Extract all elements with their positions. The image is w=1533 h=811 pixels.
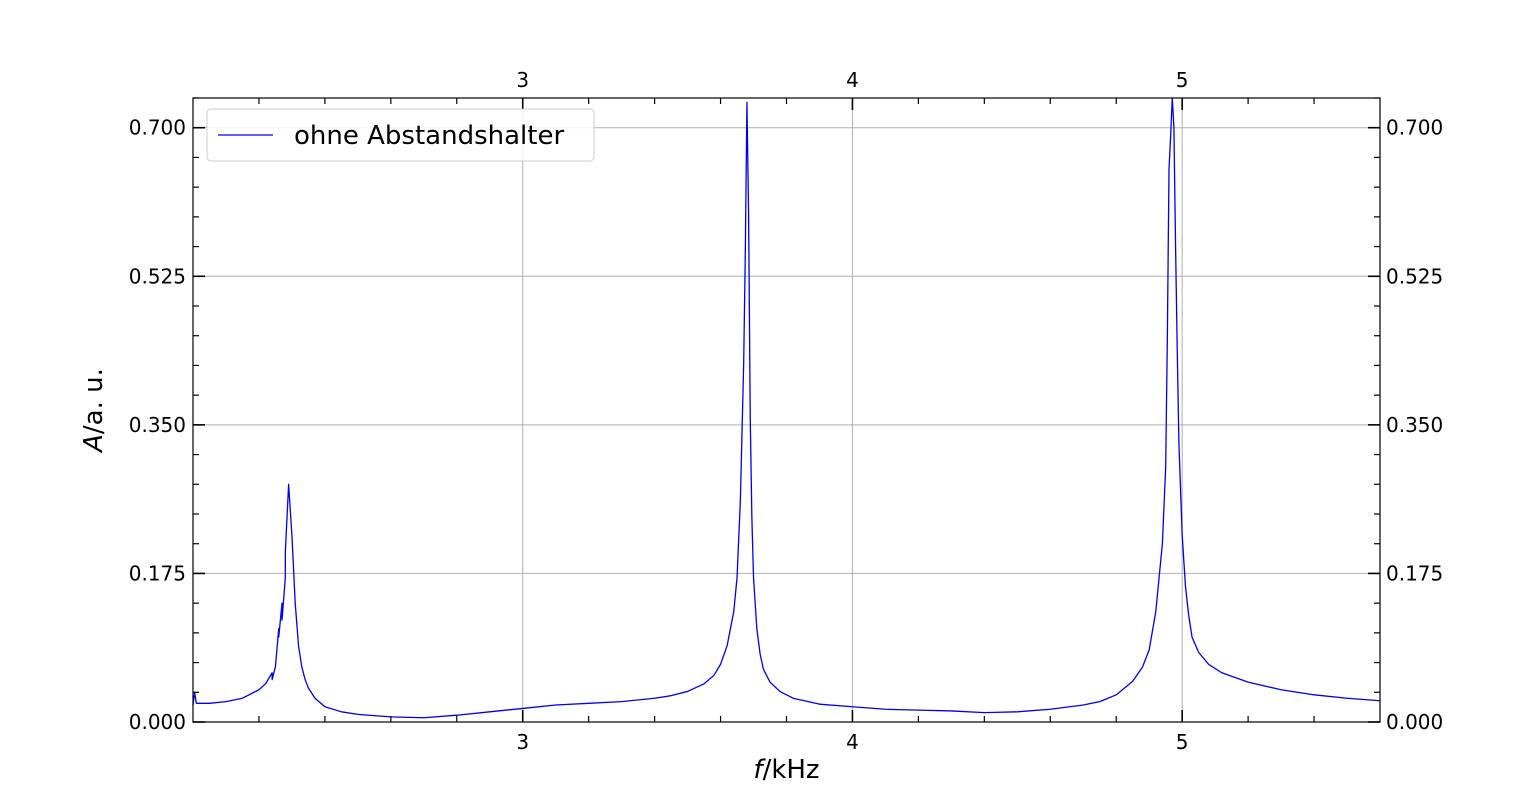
- x-tick-label-bottom: 5: [1176, 730, 1189, 754]
- x-axis-label: f/kHz: [753, 755, 819, 785]
- legend-entry-label: ohne Abstandshalter: [294, 121, 564, 151]
- y-tick-label-left: 0.700: [129, 116, 186, 140]
- y-tick-label-left: 0.175: [129, 561, 186, 585]
- y-tick-label-right: 0.700: [1386, 116, 1443, 140]
- y-tick-label-right: 0.525: [1386, 264, 1443, 288]
- y-axis-label: A/a. u.: [79, 368, 109, 454]
- x-tick-label-top: 5: [1176, 68, 1189, 92]
- x-tick-label-bottom: 4: [846, 730, 859, 754]
- x-axis-label-unit: /kHz: [763, 755, 820, 785]
- ticks: [193, 97, 1380, 723]
- tick-labels: 3 3 4 4 5 5 0.000 0.000 0.175 0.175 0.350 0.350 0.52…: [129, 68, 1444, 754]
- x-tick-label-bottom: 3: [516, 730, 529, 754]
- legend: ohne Abstandshalter: [206, 108, 595, 162]
- y-axis-label-symbol: A: [79, 434, 109, 454]
- grid: [193, 98, 1380, 722]
- y-tick-label-left: 0.350: [129, 413, 186, 437]
- y-tick-label-right: 0.000: [1386, 710, 1443, 734]
- y-tick-label-right: 0.175: [1386, 561, 1443, 585]
- x-tick-label-top: 3: [516, 68, 529, 92]
- y-tick-label-right: 0.350: [1386, 413, 1443, 437]
- y-tick-label-left: 0.000: [129, 710, 186, 734]
- x-tick-label-top: 4: [846, 68, 859, 92]
- y-axis-label-unit: /a. u.: [79, 368, 109, 434]
- y-tick-label-left: 0.525: [129, 264, 186, 288]
- legend-box: [206, 108, 595, 162]
